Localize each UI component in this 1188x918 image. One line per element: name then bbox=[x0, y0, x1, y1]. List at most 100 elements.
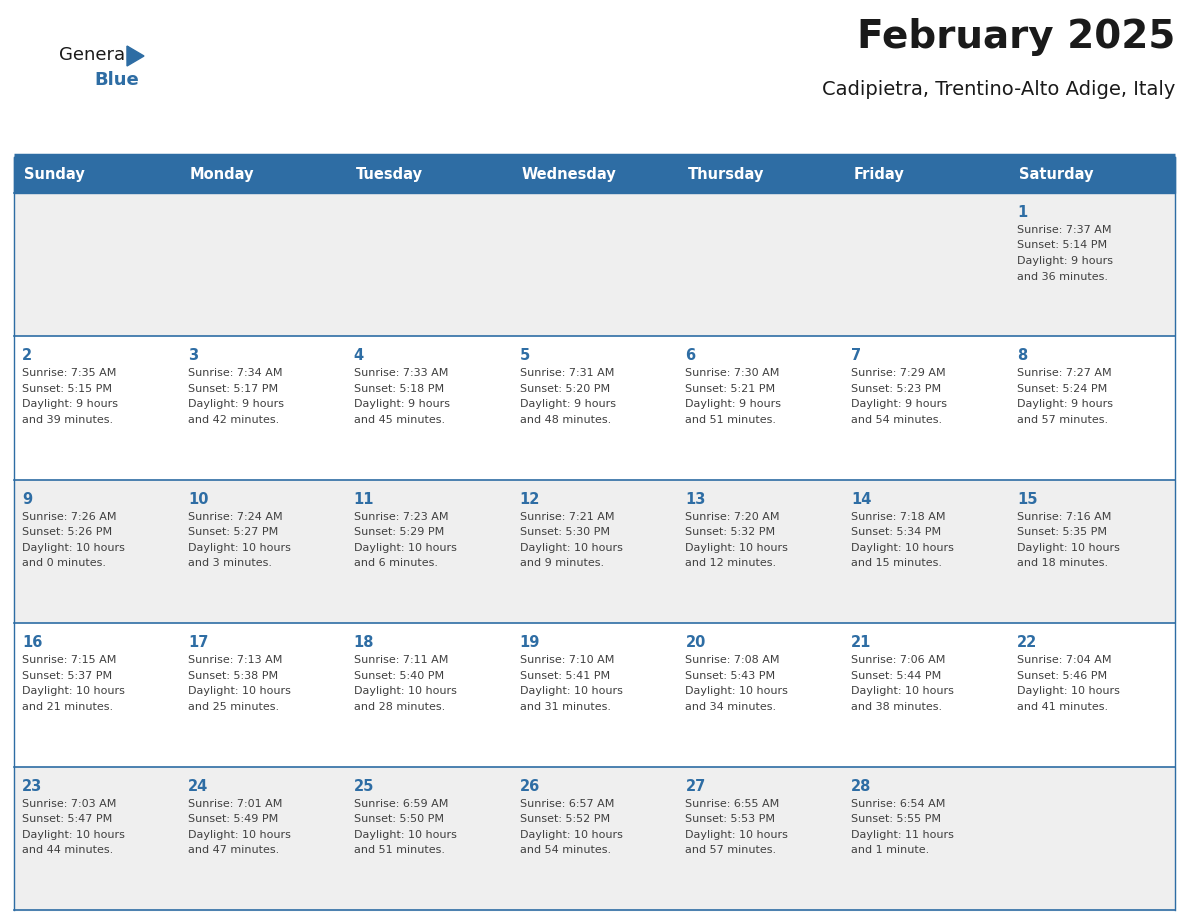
Text: and 54 minutes.: and 54 minutes. bbox=[852, 415, 942, 425]
Text: Saturday: Saturday bbox=[1019, 167, 1094, 183]
Text: Sunset: 5:32 PM: Sunset: 5:32 PM bbox=[685, 527, 776, 537]
Text: and 34 minutes.: and 34 minutes. bbox=[685, 701, 777, 711]
Text: and 39 minutes.: and 39 minutes. bbox=[23, 415, 113, 425]
Text: Sunrise: 7:13 AM: Sunrise: 7:13 AM bbox=[188, 655, 283, 666]
Text: 20: 20 bbox=[685, 635, 706, 650]
Text: and 6 minutes.: and 6 minutes. bbox=[354, 558, 437, 568]
Text: Daylight: 10 hours: Daylight: 10 hours bbox=[852, 543, 954, 553]
Text: Tuesday: Tuesday bbox=[355, 167, 423, 183]
Text: 4: 4 bbox=[354, 349, 364, 364]
Text: Sunset: 5:50 PM: Sunset: 5:50 PM bbox=[354, 814, 443, 824]
Text: Daylight: 10 hours: Daylight: 10 hours bbox=[519, 830, 623, 840]
Text: Daylight: 10 hours: Daylight: 10 hours bbox=[1017, 543, 1120, 553]
Bar bbox=[14, 480, 1175, 623]
Text: 3: 3 bbox=[188, 349, 198, 364]
Text: Sunrise: 7:18 AM: Sunrise: 7:18 AM bbox=[852, 512, 946, 521]
Text: Sunset: 5:49 PM: Sunset: 5:49 PM bbox=[188, 814, 278, 824]
Text: Daylight: 9 hours: Daylight: 9 hours bbox=[188, 399, 284, 409]
Text: Sunrise: 6:57 AM: Sunrise: 6:57 AM bbox=[519, 799, 614, 809]
Text: 2: 2 bbox=[23, 349, 32, 364]
Text: Sunset: 5:27 PM: Sunset: 5:27 PM bbox=[188, 527, 278, 537]
Text: and 25 minutes.: and 25 minutes. bbox=[188, 701, 279, 711]
Text: Friday: Friday bbox=[853, 167, 904, 183]
Text: Sunset: 5:37 PM: Sunset: 5:37 PM bbox=[23, 671, 112, 681]
Text: Daylight: 10 hours: Daylight: 10 hours bbox=[23, 686, 125, 696]
Text: Sunset: 5:40 PM: Sunset: 5:40 PM bbox=[354, 671, 444, 681]
Text: Daylight: 10 hours: Daylight: 10 hours bbox=[1017, 686, 1120, 696]
Text: Sunrise: 7:15 AM: Sunrise: 7:15 AM bbox=[23, 655, 116, 666]
Text: Sunset: 5:52 PM: Sunset: 5:52 PM bbox=[519, 814, 609, 824]
Text: and 9 minutes.: and 9 minutes. bbox=[519, 558, 604, 568]
Text: Sunset: 5:47 PM: Sunset: 5:47 PM bbox=[23, 814, 112, 824]
Text: and 57 minutes.: and 57 minutes. bbox=[685, 845, 777, 855]
Text: 11: 11 bbox=[354, 492, 374, 507]
Text: 5: 5 bbox=[519, 349, 530, 364]
Text: 21: 21 bbox=[852, 635, 872, 650]
Text: Sunrise: 7:06 AM: Sunrise: 7:06 AM bbox=[852, 655, 946, 666]
Text: Sunrise: 7:21 AM: Sunrise: 7:21 AM bbox=[519, 512, 614, 521]
Text: Daylight: 10 hours: Daylight: 10 hours bbox=[519, 686, 623, 696]
Text: Monday: Monday bbox=[190, 167, 254, 183]
Text: Sunrise: 7:31 AM: Sunrise: 7:31 AM bbox=[519, 368, 614, 378]
Text: and 1 minute.: and 1 minute. bbox=[852, 845, 929, 855]
Text: Sunset: 5:20 PM: Sunset: 5:20 PM bbox=[519, 384, 609, 394]
Text: 23: 23 bbox=[23, 778, 43, 793]
Text: and 18 minutes.: and 18 minutes. bbox=[1017, 558, 1108, 568]
Text: 16: 16 bbox=[23, 635, 43, 650]
Text: and 42 minutes.: and 42 minutes. bbox=[188, 415, 279, 425]
Text: Sunrise: 7:03 AM: Sunrise: 7:03 AM bbox=[23, 799, 116, 809]
Text: Sunrise: 6:59 AM: Sunrise: 6:59 AM bbox=[354, 799, 448, 809]
Text: 10: 10 bbox=[188, 492, 208, 507]
Text: Daylight: 9 hours: Daylight: 9 hours bbox=[1017, 399, 1113, 409]
Text: and 54 minutes.: and 54 minutes. bbox=[519, 845, 611, 855]
Text: Sunset: 5:15 PM: Sunset: 5:15 PM bbox=[23, 384, 112, 394]
Text: Daylight: 10 hours: Daylight: 10 hours bbox=[354, 686, 456, 696]
Text: Sunrise: 7:04 AM: Sunrise: 7:04 AM bbox=[1017, 655, 1112, 666]
Bar bbox=[14, 336, 1175, 480]
Text: and 51 minutes.: and 51 minutes. bbox=[685, 415, 777, 425]
Text: Sunset: 5:23 PM: Sunset: 5:23 PM bbox=[852, 384, 941, 394]
Text: Sunrise: 7:37 AM: Sunrise: 7:37 AM bbox=[1017, 225, 1112, 235]
Text: Sunset: 5:30 PM: Sunset: 5:30 PM bbox=[519, 527, 609, 537]
Text: Sunrise: 7:20 AM: Sunrise: 7:20 AM bbox=[685, 512, 781, 521]
Text: and 0 minutes.: and 0 minutes. bbox=[23, 558, 106, 568]
Text: Sunset: 5:26 PM: Sunset: 5:26 PM bbox=[23, 527, 112, 537]
Text: and 15 minutes.: and 15 minutes. bbox=[852, 558, 942, 568]
Text: 8: 8 bbox=[1017, 349, 1028, 364]
Text: Daylight: 9 hours: Daylight: 9 hours bbox=[23, 399, 118, 409]
Text: Sunday: Sunday bbox=[24, 167, 84, 183]
Text: Sunset: 5:41 PM: Sunset: 5:41 PM bbox=[519, 671, 609, 681]
Text: Sunrise: 7:01 AM: Sunrise: 7:01 AM bbox=[188, 799, 283, 809]
Text: Blue: Blue bbox=[94, 71, 139, 89]
Text: 25: 25 bbox=[354, 778, 374, 793]
Text: Sunrise: 7:11 AM: Sunrise: 7:11 AM bbox=[354, 655, 448, 666]
Text: Sunset: 5:35 PM: Sunset: 5:35 PM bbox=[1017, 527, 1107, 537]
Text: and 36 minutes.: and 36 minutes. bbox=[1017, 272, 1108, 282]
Text: Daylight: 10 hours: Daylight: 10 hours bbox=[354, 543, 456, 553]
Text: 1: 1 bbox=[1017, 205, 1028, 220]
Text: Daylight: 10 hours: Daylight: 10 hours bbox=[23, 830, 125, 840]
Text: Sunrise: 7:29 AM: Sunrise: 7:29 AM bbox=[852, 368, 946, 378]
Text: Sunrise: 7:16 AM: Sunrise: 7:16 AM bbox=[1017, 512, 1112, 521]
Text: Sunrise: 7:33 AM: Sunrise: 7:33 AM bbox=[354, 368, 448, 378]
Text: 7: 7 bbox=[852, 349, 861, 364]
Text: Sunset: 5:53 PM: Sunset: 5:53 PM bbox=[685, 814, 776, 824]
Text: Thursday: Thursday bbox=[688, 167, 764, 183]
Text: 18: 18 bbox=[354, 635, 374, 650]
Text: Daylight: 10 hours: Daylight: 10 hours bbox=[188, 686, 291, 696]
Text: Sunset: 5:24 PM: Sunset: 5:24 PM bbox=[1017, 384, 1107, 394]
Text: Daylight: 11 hours: Daylight: 11 hours bbox=[852, 830, 954, 840]
Text: 27: 27 bbox=[685, 778, 706, 793]
Text: 9: 9 bbox=[23, 492, 32, 507]
Text: Daylight: 10 hours: Daylight: 10 hours bbox=[685, 686, 789, 696]
Text: Daylight: 9 hours: Daylight: 9 hours bbox=[685, 399, 782, 409]
Text: and 3 minutes.: and 3 minutes. bbox=[188, 558, 272, 568]
Text: and 38 minutes.: and 38 minutes. bbox=[852, 701, 942, 711]
Text: Sunrise: 7:30 AM: Sunrise: 7:30 AM bbox=[685, 368, 779, 378]
Text: Sunset: 5:44 PM: Sunset: 5:44 PM bbox=[852, 671, 942, 681]
Text: and 45 minutes.: and 45 minutes. bbox=[354, 415, 444, 425]
Text: and 21 minutes.: and 21 minutes. bbox=[23, 701, 113, 711]
Text: 6: 6 bbox=[685, 349, 695, 364]
Text: Sunset: 5:43 PM: Sunset: 5:43 PM bbox=[685, 671, 776, 681]
Text: Sunset: 5:29 PM: Sunset: 5:29 PM bbox=[354, 527, 444, 537]
